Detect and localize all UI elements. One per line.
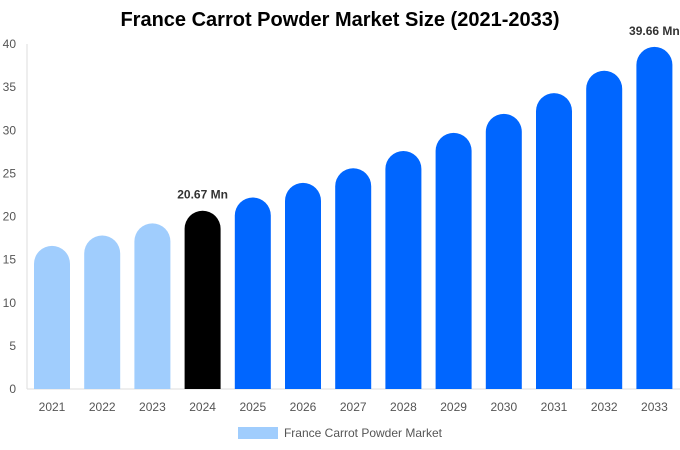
y-tick-label: 30 [3, 123, 17, 137]
x-tick-label: 2023 [139, 400, 166, 414]
data-label-2024: 20.67 Mn [177, 188, 228, 202]
x-tick-label: 2027 [340, 400, 367, 414]
y-tick-label: 40 [3, 37, 17, 51]
bar-2030 [485, 113, 522, 390]
bar-2031 [536, 93, 572, 389]
x-tick-label: 2025 [239, 400, 266, 414]
bar-2033 [636, 46, 673, 390]
bar-2022 [84, 235, 121, 389]
y-tick-label: 15 [3, 253, 17, 267]
data-label-2033: 39.66 Mn [629, 24, 680, 38]
bar-2021 [34, 245, 70, 389]
x-tick-label: 2024 [189, 400, 216, 414]
y-tick-label: 35 [3, 80, 17, 94]
bar-2024 [184, 210, 221, 389]
x-tick-label: 2031 [541, 400, 568, 414]
x-tick-label: 2032 [591, 400, 618, 414]
x-tick-label: 2028 [390, 400, 417, 414]
bar-2028 [385, 150, 422, 389]
x-tick-label: 2029 [440, 400, 467, 414]
y-tick-label: 5 [9, 339, 16, 353]
y-tick-label: 25 [3, 166, 17, 180]
y-tick-label: 0 [9, 382, 16, 396]
bar-2023 [134, 223, 171, 389]
x-tick-label: 2030 [490, 400, 517, 414]
y-tick-label: 20 [3, 210, 17, 224]
legend-label: France Carrot Powder Market [283, 426, 443, 440]
legend-swatch [237, 427, 278, 439]
bar-2032 [586, 70, 623, 389]
chart-title: France Carrot Powder Market Size (2021-2… [120, 9, 560, 31]
bar-2025 [234, 197, 271, 389]
y-tick-label: 10 [3, 296, 17, 310]
x-tick-label: 2033 [641, 400, 668, 414]
x-tick-label: 2026 [290, 400, 317, 414]
x-tick-label: 2022 [89, 400, 116, 414]
bar-2027 [335, 168, 372, 389]
legend: France Carrot Powder Market [0, 426, 680, 440]
x-tick-label: 2021 [39, 400, 66, 414]
bar-2026 [285, 182, 321, 389]
bar-2029 [435, 132, 472, 389]
